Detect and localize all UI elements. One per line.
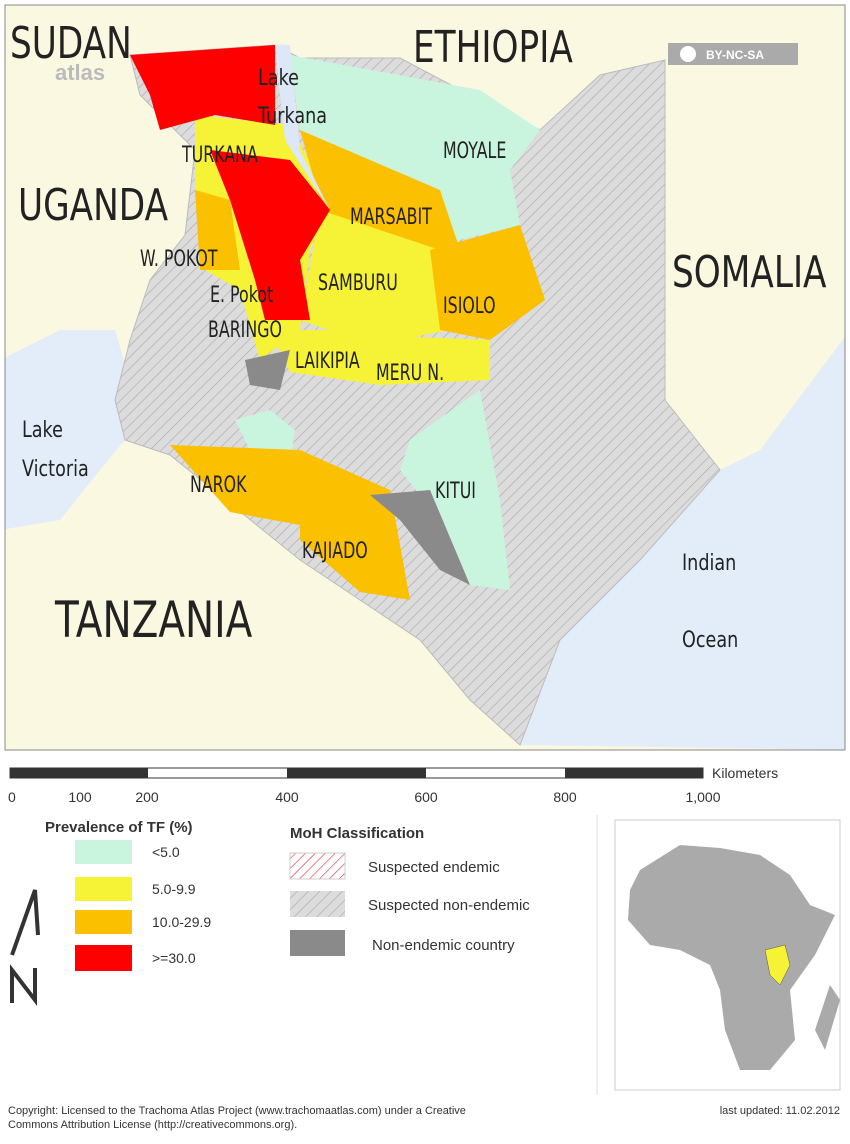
district-label: SAMBURU (318, 269, 398, 295)
scale-seg (287, 768, 426, 778)
water-label: Indian (682, 550, 736, 575)
water-label: Turkana (257, 103, 327, 128)
lake-turkana (275, 45, 330, 210)
swatch (75, 877, 132, 901)
ocean (520, 336, 845, 750)
country-label: TANZANIA (54, 590, 253, 649)
district-label: MOYALE (443, 137, 506, 163)
swatch (289, 852, 346, 880)
copyright: Commons Attribution License (http://crea… (8, 1119, 297, 1131)
district-label: E. Pokot (210, 281, 274, 307)
district-label: W. POKOT (140, 245, 218, 271)
lake-victoria (5, 330, 130, 530)
district-label: MARSABIT (350, 203, 432, 229)
district-label: BARINGO (208, 316, 282, 342)
map-frame (4, 4, 846, 751)
district-label: NAROK (190, 471, 247, 497)
region (430, 225, 545, 340)
region (130, 45, 275, 130)
legend: Prevalence of TF (%) MoH Classification (45, 815, 598, 1095)
inset (614, 819, 841, 1091)
scale-tick-label: 400 (275, 789, 299, 805)
region (290, 55, 540, 245)
scale-tick-label: 1,000 (685, 789, 720, 805)
scale-seg (10, 768, 148, 778)
water-label: Victoria (22, 456, 89, 481)
region (170, 445, 300, 525)
region (270, 330, 380, 385)
legend-label: <5.0 (152, 844, 180, 860)
atlas-label: atlas (55, 60, 105, 85)
country-label: SUDAN (10, 18, 132, 69)
swatch (75, 945, 132, 971)
region (400, 390, 510, 590)
district-label: ISIOLO (443, 292, 496, 318)
swatch (290, 891, 345, 917)
district-label: KAJIADO (302, 537, 368, 563)
north-arrow (10, 889, 40, 1006)
license-badge (668, 43, 798, 65)
region (210, 150, 330, 320)
copyright: Copyright: Licensed to the Trachoma Atla… (8, 1105, 466, 1117)
scale-tick-label: 800 (553, 789, 577, 805)
scale-tick-label: 0 (8, 789, 16, 805)
map: BY-NC-SA (5, 5, 845, 750)
scale-tick-label: 200 (135, 789, 159, 805)
legend-title: MoH Classification (290, 825, 424, 842)
scale-unit: Kilometers (712, 765, 778, 781)
region (300, 210, 450, 345)
district-label: MERU N. (376, 359, 444, 385)
legend-label: 5.0-9.9 (152, 881, 196, 897)
cc-icon (680, 46, 696, 62)
swatch (75, 910, 132, 934)
legend-label: Suspected endemic (368, 859, 500, 876)
district-label: KITUI (435, 477, 476, 503)
legend-label: >=30.0 (152, 950, 196, 966)
scale-seg (565, 768, 703, 778)
swatch (75, 840, 132, 864)
license: BY-NC-SA (706, 48, 764, 62)
swatch (290, 930, 345, 956)
scale-tick-label: 100 (68, 789, 92, 805)
water-label: Lake (258, 65, 299, 90)
district-label: TURKANA (181, 141, 258, 167)
water-label: Ocean (682, 627, 738, 652)
updated: last updated: 11.02.2012 (720, 1105, 840, 1117)
legend-title: Prevalence of TF (%) (45, 819, 193, 836)
district-label: LAIKIPIA (295, 347, 360, 373)
region (245, 350, 290, 390)
region (195, 190, 240, 270)
country-label: SOMALIA (672, 247, 827, 298)
legend-label: 10.0-29.9 (152, 914, 211, 930)
region (370, 490, 470, 585)
water-label: Lake (22, 417, 63, 442)
legend-label: Suspected non-endemic (368, 897, 530, 914)
country-label: ETHIOPIA (413, 22, 573, 73)
region (370, 335, 490, 385)
region (300, 450, 410, 600)
scale-bar (9, 767, 704, 779)
country-label: UGANDA (18, 180, 168, 231)
scale-tick-label: 600 (414, 789, 438, 805)
legend-label: Non-endemic country (372, 937, 515, 954)
